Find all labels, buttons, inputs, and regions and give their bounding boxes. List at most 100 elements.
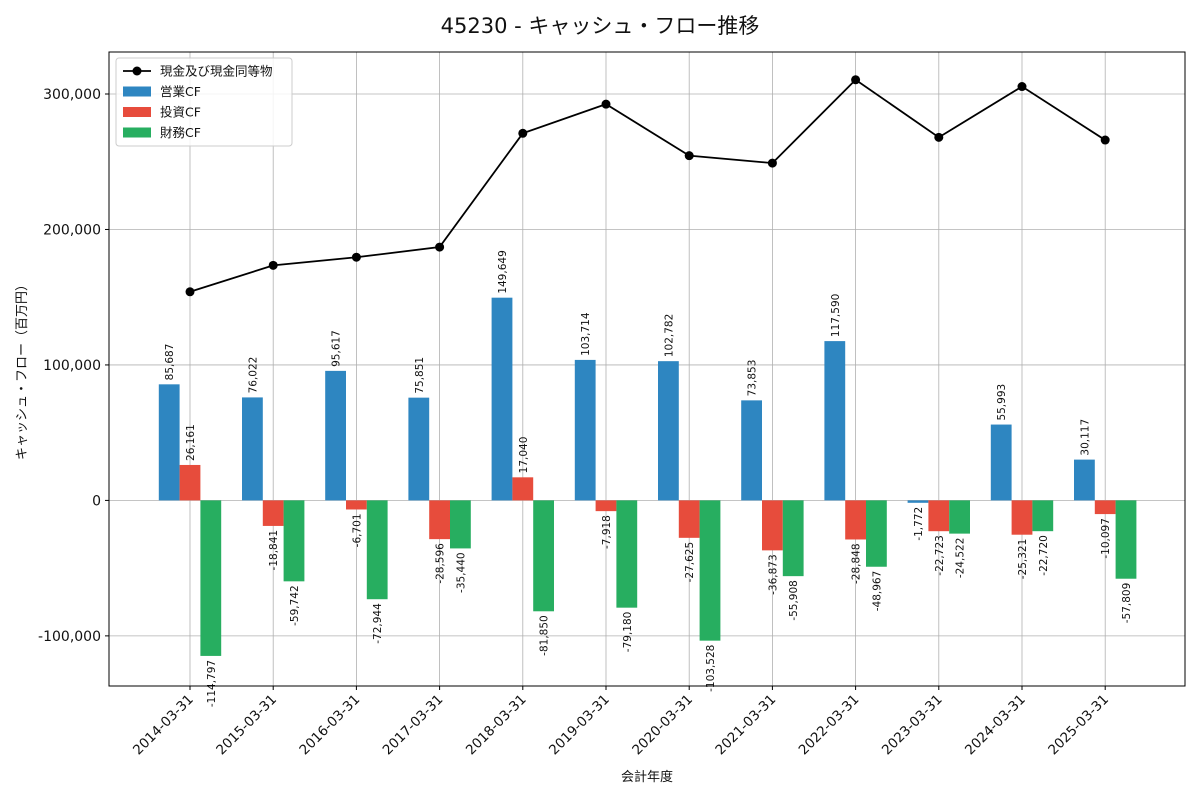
- bar-3-2024-03-31: [1032, 500, 1054, 532]
- cash-line-path: [189, 78, 1106, 293]
- bar-1-2021-03-31: [741, 400, 762, 501]
- cash-point-2022-03-31: [851, 75, 861, 85]
- bar-value-label: -7,918: [601, 515, 613, 549]
- bar-value-label: 73,853: [747, 360, 759, 397]
- bar-1-2018-03-31: [491, 297, 513, 501]
- bar-value-label: 85,687: [164, 344, 176, 381]
- bars: [158, 297, 1137, 656]
- bar-1-2019-03-31: [574, 359, 596, 501]
- y-axis: -100,000 0 100,000 200,000 300,000: [38, 87, 109, 645]
- bar-value-label: 102,782: [663, 314, 675, 357]
- cash-point-2020-03-31: [684, 151, 694, 161]
- y-tick-label: 300,000: [43, 87, 101, 103]
- bar-value-label: 76,022: [247, 357, 259, 394]
- bar-1-2024-03-31: [990, 424, 1012, 501]
- cash-point-2018-03-31: [518, 128, 528, 138]
- bar-1-2015-03-31: [242, 397, 263, 501]
- bar-1-2023-03-31: [907, 500, 929, 503]
- bar-value-label: -27,625: [684, 542, 696, 583]
- bar-value-label: -79,180: [622, 612, 634, 653]
- gridlines: [109, 52, 1185, 686]
- bar-value-label: -28,848: [851, 543, 863, 584]
- bar-value-label: -48,967: [871, 571, 883, 612]
- bar-value-label: 55,993: [996, 384, 1008, 421]
- bar-value-label: -28,596: [435, 543, 447, 584]
- x-tick-label: 2020-03-31: [629, 692, 696, 759]
- bar-value-label: 117,590: [830, 294, 842, 337]
- cash-point-2019-03-31: [601, 99, 611, 109]
- legend-box: [115, 57, 293, 147]
- y-tick-label: 200,000: [43, 222, 101, 238]
- cash-point-2025-03-31: [1100, 135, 1110, 145]
- y-axis-label: キャッシュ・フロー（百万円）: [15, 278, 30, 460]
- cash-point-2016-03-31: [351, 252, 361, 262]
- bar-value-label: -103,528: [705, 645, 717, 692]
- bar-3-2014-03-31: [200, 500, 222, 656]
- legend-label: 営業CF: [160, 84, 201, 99]
- legend-label: 財務CF: [160, 125, 201, 140]
- y-tick-label: 100,000: [43, 358, 101, 374]
- bar-2-2023-03-31: [928, 500, 950, 532]
- cash-point-2017-03-31: [435, 242, 445, 252]
- bar-1-2016-03-31: [325, 370, 346, 501]
- bar-2-2017-03-31: [429, 500, 450, 540]
- chart-title: 45230 - キャッシュ・フロー推移: [441, 14, 760, 38]
- legend-marker: [132, 66, 142, 76]
- bar-2-2025-03-31: [1094, 500, 1116, 515]
- x-tick-label: 2018-03-31: [463, 692, 530, 759]
- y-tick-label: 0: [92, 493, 101, 509]
- bar-value-label: -10,097: [1100, 518, 1112, 559]
- cash-point-2024-03-31: [1017, 82, 1027, 92]
- bar-value-label: -55,908: [788, 580, 800, 621]
- bar-2-2015-03-31: [262, 500, 284, 526]
- x-tick-label: 2016-03-31: [296, 692, 363, 759]
- bar-2-2022-03-31: [845, 500, 866, 540]
- x-tick-label: 2019-03-31: [546, 692, 613, 759]
- bar-value-label: -24,522: [955, 538, 967, 579]
- bar-value-label: -57,809: [1121, 583, 1133, 624]
- bar-value-label: 75,851: [414, 357, 426, 394]
- bar-2-2024-03-31: [1011, 500, 1033, 535]
- bar-3-2015-03-31: [283, 500, 305, 582]
- plot-frame: [108, 51, 1186, 687]
- bar-value-label: -22,720: [1038, 535, 1050, 576]
- x-tick-label: 2021-03-31: [712, 692, 779, 759]
- legend-swatch: [123, 127, 151, 138]
- bar-value-label: -6,701: [351, 513, 363, 547]
- bar-1-2022-03-31: [824, 341, 846, 501]
- x-tick-label: 2017-03-31: [380, 692, 447, 759]
- bar-3-2023-03-31: [949, 500, 970, 534]
- y-tick-label: -100,000: [38, 629, 101, 645]
- bar-value-label: -81,850: [539, 615, 551, 656]
- bar-1-2017-03-31: [408, 397, 430, 501]
- legend-swatch: [123, 86, 151, 97]
- bar-2-2014-03-31: [179, 464, 201, 501]
- bar-value-label: -36,873: [767, 554, 779, 595]
- bar-value-label: -72,944: [372, 603, 384, 644]
- cash-point-2023-03-31: [934, 132, 944, 142]
- bar-3-2019-03-31: [616, 500, 638, 608]
- x-tick-label: 2024-03-31: [962, 692, 1029, 759]
- bar-2-2021-03-31: [762, 500, 783, 551]
- x-tick-label: 2014-03-31: [130, 692, 197, 759]
- legend-label: 現金及び現金同等物: [160, 64, 273, 79]
- bar-value-label: -114,797: [206, 660, 218, 707]
- bar-value-label: -35,440: [455, 552, 467, 593]
- bar-2-2020-03-31: [678, 500, 700, 538]
- bar-value-label: -18,841: [268, 530, 280, 571]
- bar-3-2018-03-31: [533, 500, 554, 612]
- x-tick-label: 2023-03-31: [879, 692, 946, 759]
- bar-value-label: 95,617: [331, 330, 343, 367]
- bar-value-label: 26,161: [185, 424, 197, 461]
- bar-3-2020-03-31: [699, 500, 721, 641]
- bar-3-2017-03-31: [450, 500, 471, 549]
- bar-1-2014-03-31: [158, 384, 180, 501]
- cash-point-2014-03-31: [185, 287, 195, 297]
- bar-2-2018-03-31: [512, 477, 534, 501]
- legend-swatch: [123, 107, 151, 117]
- x-tick-label: 2025-03-31: [1045, 692, 1112, 759]
- bar-value-label: -25,321: [1017, 539, 1029, 580]
- cash-point-2015-03-31: [268, 260, 278, 270]
